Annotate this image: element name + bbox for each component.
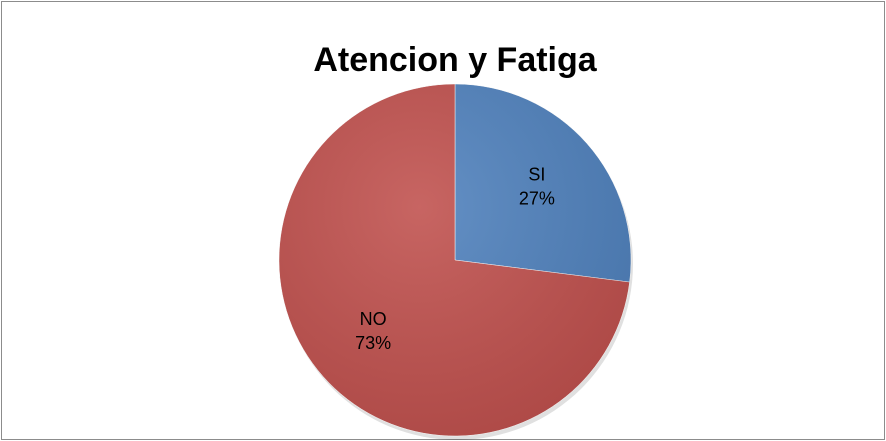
slice-category-label: NO <box>360 309 387 329</box>
pie <box>278 83 633 440</box>
slice-value-label: 27% <box>519 189 555 209</box>
slice-value-label: 73% <box>355 333 391 353</box>
chart-title: Atencion y Fatiga <box>313 41 597 79</box>
slice-category-label: SI <box>528 165 545 185</box>
